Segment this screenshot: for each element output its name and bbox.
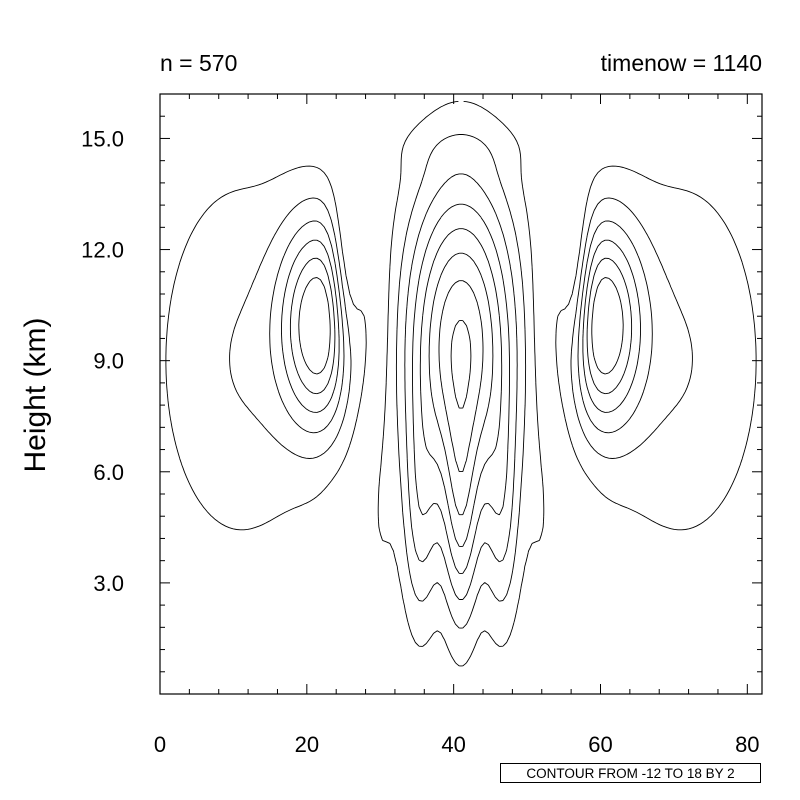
right-title: timenow = 1140 <box>600 50 762 76</box>
positive-contour-line <box>412 203 510 574</box>
positive-contour-line <box>395 134 527 629</box>
negative-contour-line <box>281 239 641 413</box>
axis-ticks <box>159 93 762 694</box>
y-tick-label: 6.0 <box>93 460 124 485</box>
plot-frame <box>159 93 763 695</box>
positive-contour-line <box>450 320 472 409</box>
x-tick-label: 40 <box>441 732 465 757</box>
contour-info-box: CONTOUR FROM -12 TO 18 BY 2 <box>500 763 761 783</box>
left-title: n = 570 <box>160 50 238 76</box>
x-tick-label: 60 <box>588 732 612 757</box>
negative-contour-line <box>165 165 757 531</box>
axis-tick-labels: 0 20 40 60 80 3.0 6.0 9.0 12.0 15.0 <box>81 126 759 757</box>
x-tick-label: 80 <box>735 732 759 757</box>
y-axis-label: Height (km) <box>19 317 52 473</box>
x-tick-label: 0 <box>154 732 166 757</box>
positive-contour-line <box>438 280 484 473</box>
positive-contour-line <box>428 252 494 516</box>
y-tick-label: 15.0 <box>81 126 124 151</box>
negative-contour-line <box>289 257 633 395</box>
positive-contour-line <box>419 228 503 547</box>
contour-lines <box>165 100 757 667</box>
positive-contour-line <box>404 173 518 600</box>
x-tick-label: 20 <box>295 732 319 757</box>
y-tick-label: 12.0 <box>81 238 124 263</box>
y-tick-label: 9.0 <box>93 349 124 374</box>
negative-contour-line <box>269 220 653 434</box>
positive-contour-line <box>377 100 545 667</box>
negative-contour-line <box>229 197 693 459</box>
y-tick-label: 3.0 <box>93 571 124 596</box>
negative-contour-line <box>298 277 624 375</box>
